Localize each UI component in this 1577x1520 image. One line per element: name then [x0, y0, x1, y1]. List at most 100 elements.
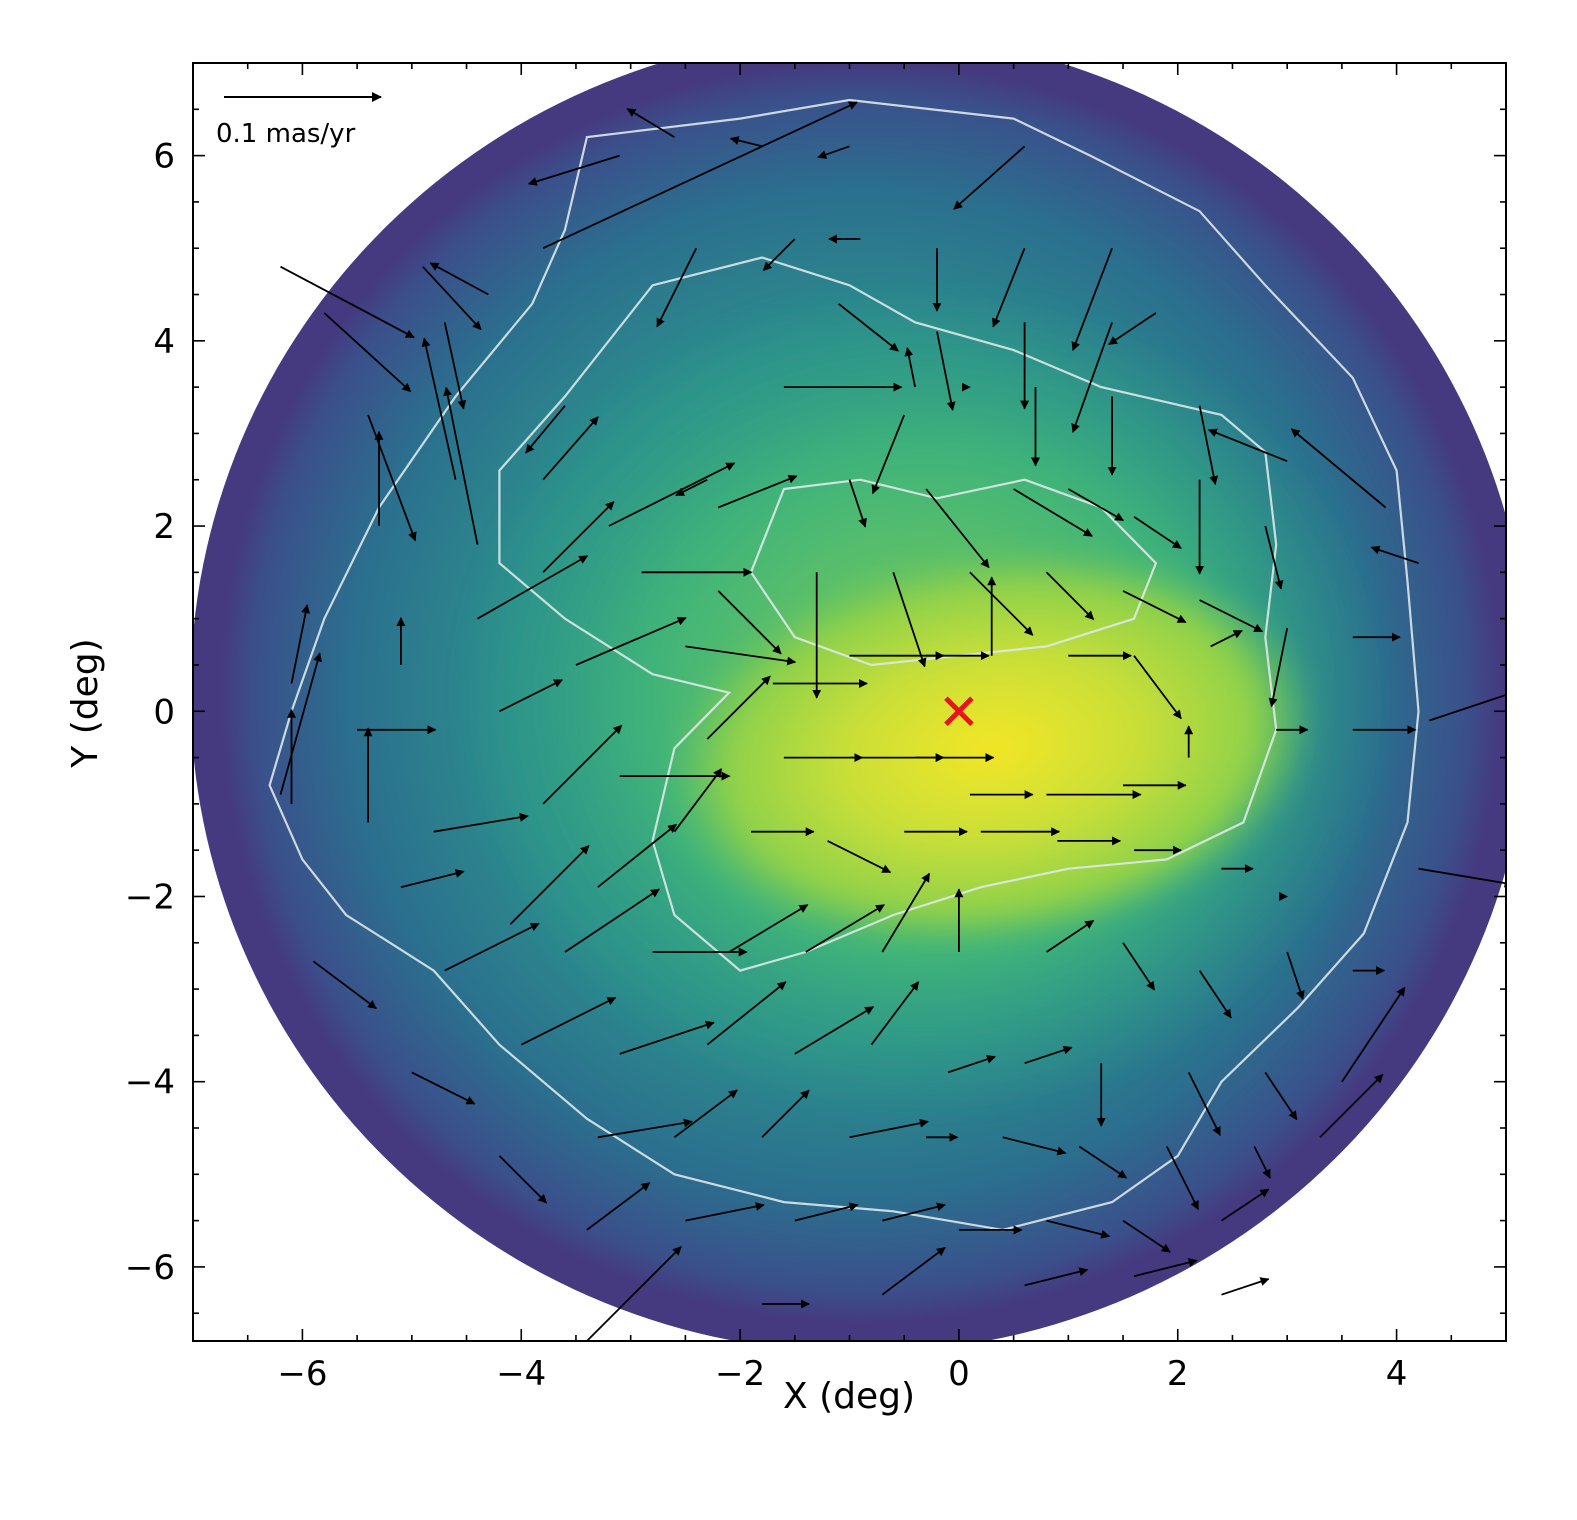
center-marker-stroke: [944, 696, 974, 727]
pm-vector: [444, 922, 540, 972]
contour-line: [268, 98, 1420, 1232]
pm-vector: [1210, 629, 1243, 648]
pm-vector: [794, 1202, 859, 1222]
pm-vector: [429, 262, 489, 296]
x-axis-label: X (deg): [783, 1376, 915, 1417]
pm-vector: [1286, 951, 1305, 1000]
pm-vector: [673, 1089, 738, 1139]
pm-vector: [1198, 970, 1232, 1019]
pm-vector: [323, 312, 412, 393]
pm-vector: [443, 386, 479, 545]
pm-vector: [400, 869, 465, 889]
pm-vector: [1078, 1145, 1128, 1179]
pm-vector: [542, 101, 858, 250]
pm-vector: [586, 1246, 682, 1341]
pm-vector: [1319, 1073, 1384, 1138]
pm-vector: [992, 247, 1026, 328]
pm-vector: [608, 462, 736, 527]
pm-vector: [1133, 1258, 1198, 1278]
pm-vector: [312, 960, 377, 1010]
pm-vector: [936, 331, 956, 411]
pm-vector: [477, 555, 589, 620]
x-tick-label: −6: [277, 1354, 327, 1394]
x-tick-labels: −6 −4 −2 0 2 4: [277, 1354, 1407, 1394]
x-tick-label: −4: [496, 1354, 546, 1394]
pm-vector: [575, 616, 687, 666]
pm-vector: [1024, 1045, 1073, 1065]
pm-vector: [1071, 321, 1113, 434]
pm-vector: [969, 571, 1034, 636]
pm-vector: [838, 303, 899, 352]
y-tick-label: 0: [153, 692, 175, 732]
pm-vector: [871, 414, 906, 495]
pm-vector: [729, 136, 763, 148]
pm-vector: [586, 1182, 651, 1231]
pm-vector: [706, 675, 771, 740]
proper-motion-vectors: [279, 101, 1506, 1341]
pm-vector: [1418, 867, 1506, 888]
pm-vector: [817, 145, 850, 159]
pm-vector: [1290, 428, 1387, 509]
pm-vector: [925, 488, 990, 569]
pm-vector: [290, 604, 311, 684]
x-tick-label: 2: [1167, 1354, 1189, 1394]
pm-vector: [509, 845, 590, 925]
pm-vector: [279, 652, 322, 795]
pm-vector: [827, 840, 892, 874]
pm-vector: [520, 996, 617, 1046]
center-marker: [944, 696, 974, 727]
pm-vector: [1133, 655, 1182, 720]
pm-vector: [685, 1202, 765, 1222]
pm-vector: [1165, 1146, 1200, 1211]
pm-vector: [1429, 694, 1506, 722]
pm-vector: [1122, 942, 1156, 991]
pm-vector: [498, 1155, 548, 1204]
pm-vector: [675, 478, 708, 497]
x-tick-label: 0: [948, 1354, 970, 1394]
pm-vector: [1199, 599, 1264, 633]
pm-vector: [542, 501, 615, 573]
pm-vector: [1264, 1071, 1298, 1121]
pm-vector: [1046, 919, 1095, 953]
pm-vector: [1370, 545, 1419, 564]
pm-vector: [1045, 571, 1095, 621]
pm-vector: [1221, 1188, 1270, 1222]
pm-vector: [762, 238, 796, 272]
pm-vector: [1071, 247, 1113, 352]
contour-line: [749, 478, 1158, 667]
contour-line: [498, 256, 1278, 972]
pm-vector: [433, 812, 529, 833]
x-tick-label: −2: [715, 1354, 765, 1394]
y-tick-labels: −6 −4 −2 0 2 4 6: [125, 137, 175, 1288]
scale-arrow-label: 0.1 mas/yr: [216, 119, 356, 149]
pm-vector: [892, 572, 927, 668]
pm-vector: [1187, 1071, 1221, 1137]
pm-vector: [411, 1071, 476, 1105]
density-contours: [268, 98, 1420, 1232]
pm-vector: [849, 1118, 929, 1139]
pm-vector: [1122, 590, 1187, 624]
pm-vector: [542, 724, 623, 805]
axis-ticks: [192, 62, 1507, 1341]
pm-vector: [882, 1202, 946, 1222]
pm-vector: [498, 679, 564, 713]
y-tick-label: −6: [125, 1248, 175, 1288]
pm-vector: [881, 872, 931, 953]
pm-vector: [717, 590, 782, 655]
pm-vector: [1002, 1136, 1067, 1156]
y-axis-label: Y (deg): [65, 638, 106, 768]
pm-vector: [794, 1006, 875, 1055]
pm-vector: [656, 247, 698, 328]
density-heatmap: [193, 63, 1506, 1341]
pm-vector: [527, 154, 620, 186]
pm-vector: [673, 768, 723, 833]
pm-vector: [1046, 1219, 1111, 1239]
pm-vector: [953, 145, 1026, 210]
plot-area: [193, 63, 1506, 1341]
pm-vector: [443, 322, 467, 410]
pm-vector: [1253, 1146, 1271, 1179]
pm-vector: [1198, 405, 1219, 486]
pm-vector: [706, 981, 787, 1046]
pm-vector: [1067, 488, 1125, 522]
